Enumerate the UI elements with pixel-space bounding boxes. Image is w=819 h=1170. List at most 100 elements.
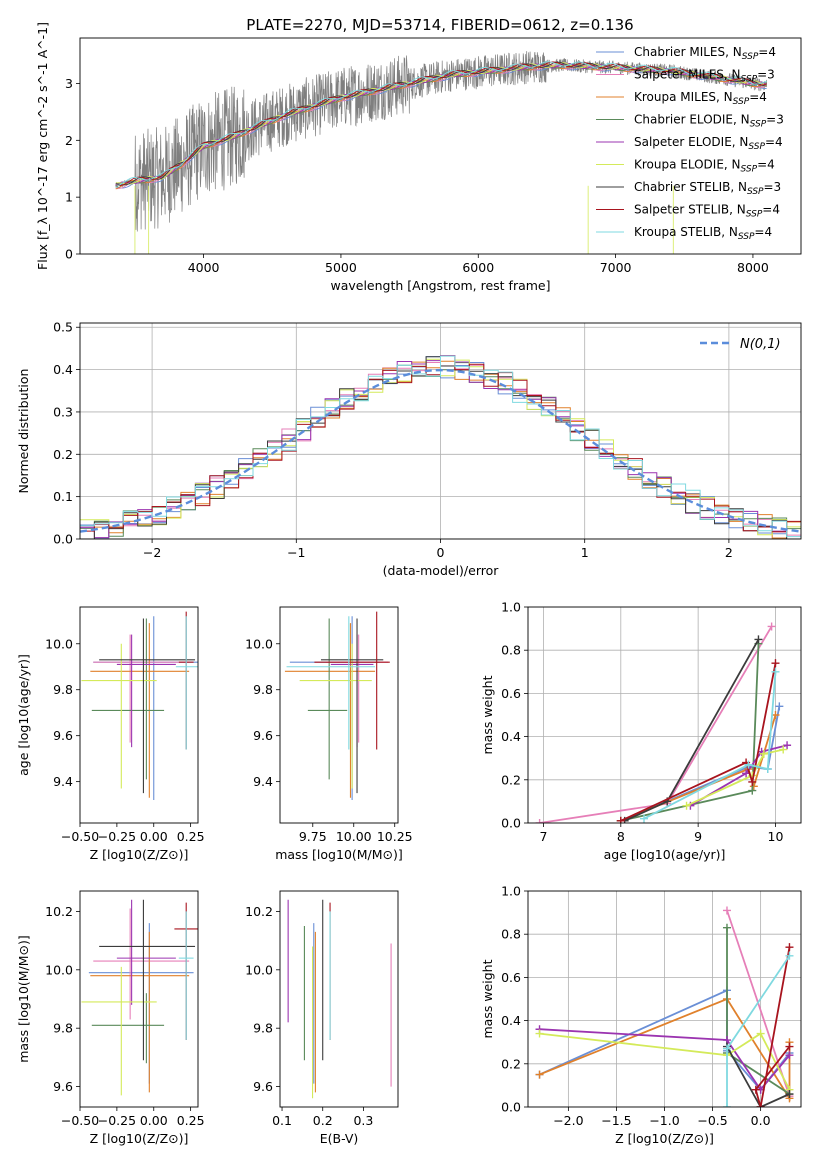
y-tick-label: 9.8 [53, 1021, 73, 1036]
y-tick-label: 10.2 [45, 904, 73, 919]
weight-point-marker [767, 622, 776, 631]
y-tick-label: 9.6 [253, 1079, 273, 1094]
plot-area [528, 607, 801, 823]
x-tick-label: −0.50 [61, 829, 99, 844]
weight-series-line [539, 1028, 791, 1092]
y-tick-label: 10.0 [45, 636, 73, 651]
y-axis-label: mass weight [480, 959, 495, 1038]
weight-point-marker [616, 816, 625, 823]
x-tick-label: 9.75 [299, 829, 327, 844]
x-tick-label: 0.25 [177, 829, 205, 844]
weight-point-marker [751, 1085, 760, 1094]
y-tick-label: 0.0 [501, 1100, 521, 1115]
y-tick-label: 0.2 [501, 772, 521, 787]
weight-series-line [754, 947, 791, 1107]
plot-layer: 4000 5000 6000 7000 8000 0 1 2 3 wavelength [Angs… [16, 22, 802, 1146]
x-tick-label: 9 [694, 829, 702, 844]
axes-frame [79, 37, 802, 255]
y-axis-label: Normed distribution [16, 369, 31, 494]
x-axis-label: (data-model)/error [383, 563, 500, 578]
weight-series-line [539, 997, 791, 1102]
x-tick-label: 7000 [600, 260, 632, 275]
weight-point-marker [744, 760, 753, 769]
x-tick-label: −1.0 [649, 1113, 679, 1128]
spectrum-model-line [115, 61, 767, 187]
x-axis-label: Z [log10(Z/Z⊙)] [90, 847, 189, 862]
x-tick-label: 0.25 [177, 1113, 205, 1128]
x-tick-label: −2.0 [553, 1113, 583, 1128]
x-axis-label: Z [log10(Z/Z⊙)] [615, 1131, 714, 1146]
x-tick-label: 0.1 [272, 1113, 292, 1128]
y-tick-label: 0.5 [53, 320, 73, 335]
chart-age-vs-mass: 9.75 10.00 10.25 9.4 9.6 9.8 10.0 mass [log10(M… [245, 606, 413, 862]
x-axis-label: age [log10(age/yr)] [604, 847, 726, 862]
x-tick-label: −0.25 [98, 1113, 136, 1128]
legend-label: Kroupa MILES, NSSP=4 [634, 90, 767, 107]
x-tick-label: 10.00 [336, 829, 372, 844]
x-axis-label: E(B-V) [320, 1131, 359, 1146]
weight-point-marker [759, 749, 768, 758]
x-axis-label: Z [log10(Z/Z⊙)] [90, 1131, 189, 1146]
weight-point-marker [535, 1070, 544, 1079]
y-tick-label: 9.8 [53, 682, 73, 697]
y-tick-label: 0.2 [501, 1056, 521, 1071]
x-tick-label: −0.50 [61, 1113, 99, 1128]
x-axis-label: mass [log10(M/M⊙)] [275, 847, 403, 862]
axes-frame [527, 890, 802, 1108]
weight-point-marker [535, 819, 544, 823]
x-tick-label: 4000 [188, 260, 220, 275]
weight-point-marker [785, 943, 794, 952]
y-tick-label: 0.4 [53, 362, 73, 377]
weight-point-marker [748, 777, 757, 786]
x-tick-label: 8000 [737, 260, 769, 275]
y-tick-label: 9.4 [253, 774, 273, 789]
weight-point-marker [785, 951, 794, 960]
weight-series-line [620, 663, 777, 822]
axes-frame [79, 322, 802, 540]
legend-label: Salpeter STELIB, NSSP=4 [634, 203, 780, 220]
legend-label: Kroupa STELIB, NSSP=4 [634, 225, 772, 242]
spectrum-model-line [115, 61, 767, 187]
x-tick-label: −2 [143, 545, 161, 560]
y-tick-label: 0.6 [501, 686, 521, 701]
weight-point-marker [785, 1090, 794, 1099]
x-tick-label: 0.3 [353, 1113, 373, 1128]
weight-point-marker [754, 635, 763, 644]
weight-point-marker [756, 1029, 765, 1038]
y-tick-label: 0.3 [53, 404, 73, 419]
legend-label: Salpeter MILES, NSSP=3 [634, 68, 775, 85]
y-tick-label: 9.4 [53, 774, 73, 789]
y-tick-label: 0.4 [501, 1013, 521, 1028]
weight-point-marker [682, 801, 691, 810]
weight-point-marker [775, 702, 784, 711]
axes-frame [79, 606, 199, 824]
legend-label: Chabrier MILES, NSSP=4 [634, 45, 776, 62]
axes-frame [279, 606, 399, 824]
y-tick-label: 10.0 [245, 636, 273, 651]
axes-frame [279, 890, 399, 1108]
legend-label: Chabrier ELODIE, NSSP=3 [634, 113, 784, 130]
x-tick-label: 5000 [325, 260, 357, 275]
x-tick-label: 10.25 [377, 829, 413, 844]
weight-point-marker [763, 765, 772, 773]
legend-label: N(0,1) [740, 337, 781, 352]
y-tick-label: 9.6 [53, 1079, 73, 1094]
x-tick-label: −0.5 [697, 1113, 727, 1128]
legend-label: Salpeter ELODIE, NSSP=4 [634, 135, 783, 152]
y-tick-label: 9.8 [253, 1021, 273, 1036]
spectrum-data-line [115, 51, 768, 232]
chart-mass-vs-ebv: 0.1 0.2 0.3 9.6 9.8 10.0 10.2 E(B-V) [245, 890, 399, 1146]
y-tick-label: 1.0 [501, 884, 521, 899]
weight-point-marker [785, 1051, 794, 1060]
y-tick-label: 1.0 [501, 600, 521, 615]
y-tick-label: 0.8 [501, 927, 521, 942]
y-axis-label: mass [log10(M/M⊙)] [16, 935, 31, 1063]
x-tick-label: −1 [287, 545, 305, 560]
y-tick-label: 1 [65, 190, 73, 205]
x-tick-label: 6000 [462, 260, 494, 275]
plot-area [287, 899, 392, 1099]
legend-label: Chabrier STELIB, NSSP=3 [634, 180, 781, 197]
y-axis-label: mass weight [480, 675, 495, 754]
weight-series-line [620, 706, 781, 822]
y-tick-label: 10.2 [245, 904, 273, 919]
